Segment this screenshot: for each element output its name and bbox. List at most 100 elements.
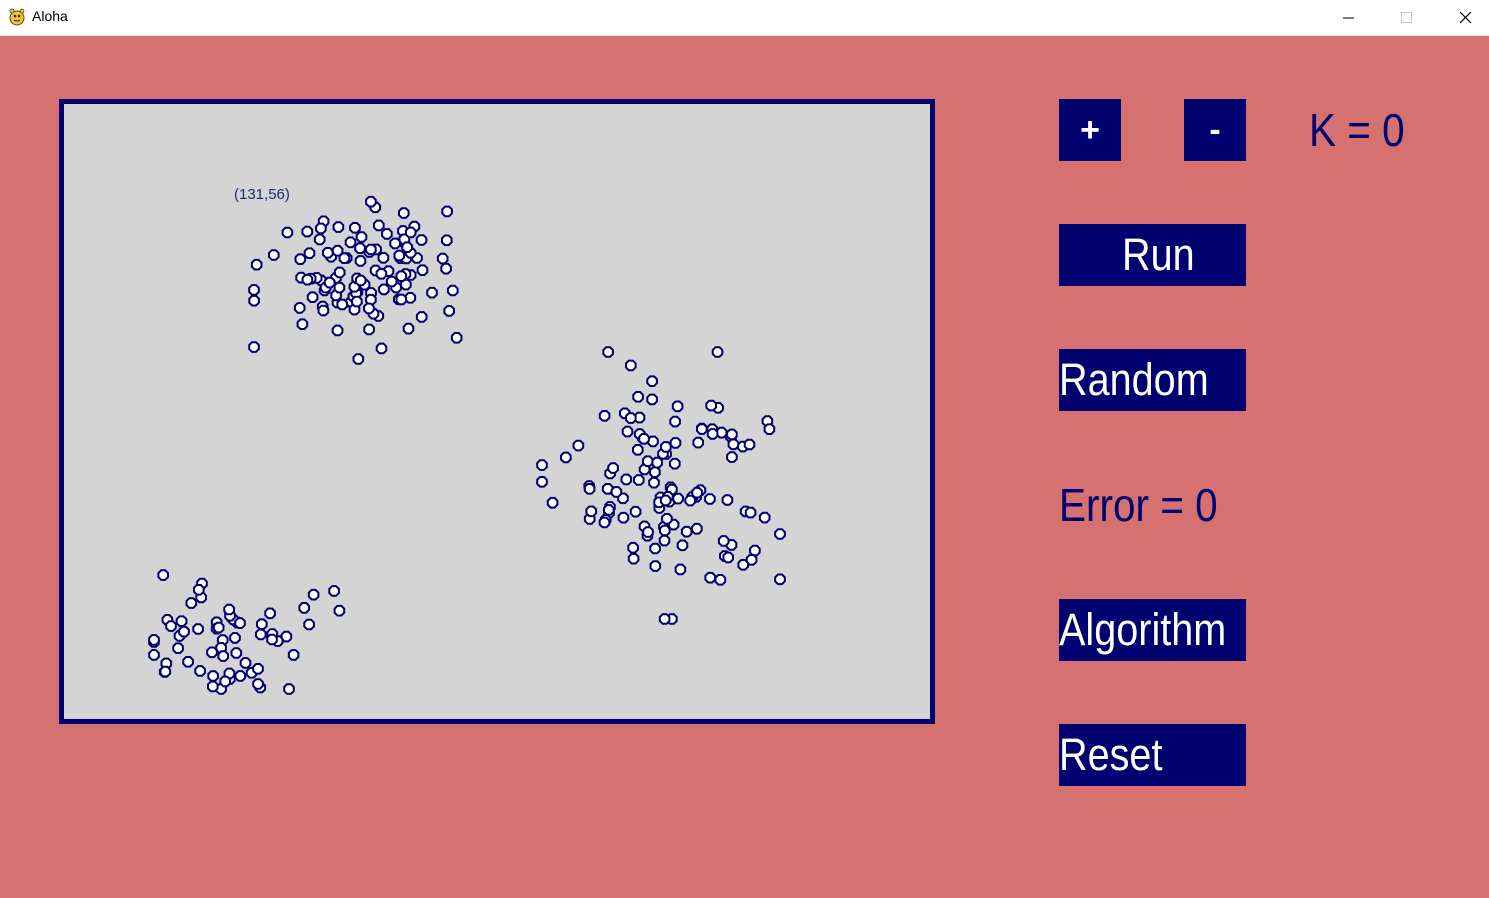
data-point (726, 428, 738, 441)
data-point (377, 252, 390, 264)
data-point (404, 226, 417, 239)
data-point (315, 222, 327, 235)
increase-k-button[interactable]: + (1059, 99, 1121, 161)
data-point (415, 234, 428, 246)
data-point (402, 322, 415, 335)
run-button-label: Run (1122, 229, 1195, 280)
reset-button[interactable]: Reset (1059, 724, 1246, 786)
data-point (294, 253, 307, 265)
maximize-button[interactable] (1378, 0, 1436, 35)
data-point (705, 399, 717, 412)
data-point (229, 632, 241, 644)
data-point (621, 425, 634, 438)
data-point (721, 494, 734, 506)
data-point (441, 234, 453, 247)
k-value-label: K = 0 (1309, 104, 1405, 156)
data-point (182, 656, 194, 668)
data-point (212, 621, 225, 634)
data-point (441, 205, 453, 218)
points-layer (148, 195, 786, 695)
data-point (333, 266, 346, 279)
algorithm-button[interactable]: Algorithm (1059, 599, 1246, 661)
data-point (717, 535, 730, 547)
data-point (389, 237, 401, 250)
data-point (450, 332, 463, 344)
data-point (250, 258, 263, 271)
data-point (722, 551, 734, 564)
random-button[interactable]: Random (1059, 349, 1246, 411)
data-point (223, 603, 235, 616)
data-point (351, 295, 363, 308)
data-point (625, 412, 637, 424)
data-point (298, 602, 310, 614)
data-point (355, 231, 368, 243)
data-point (583, 483, 596, 495)
data-point (207, 670, 219, 682)
data-point (301, 225, 314, 238)
data-point (610, 486, 623, 498)
data-point (344, 236, 357, 249)
data-point (323, 276, 336, 289)
data-point (691, 522, 703, 535)
data-point (601, 483, 614, 495)
data-point (385, 275, 398, 288)
plot-canvas[interactable]: (131,56) (59, 99, 935, 724)
data-point (159, 665, 172, 678)
data-point (646, 375, 658, 387)
data-point (157, 569, 169, 581)
data-point (354, 242, 366, 254)
data-point (726, 451, 738, 463)
run-button[interactable]: Run (1059, 224, 1246, 286)
data-point (598, 516, 611, 529)
data-point (660, 441, 672, 453)
data-point (373, 219, 385, 232)
data-point (206, 646, 218, 659)
data-point (649, 560, 662, 572)
data-point (620, 473, 633, 486)
data-point (560, 451, 572, 464)
data-point (671, 400, 684, 413)
minimize-button[interactable] (1320, 0, 1378, 35)
data-point (692, 436, 704, 449)
data-point (642, 455, 654, 467)
data-point (603, 504, 615, 516)
data-point (672, 492, 684, 505)
data-point (658, 613, 671, 625)
data-point (193, 584, 205, 596)
data-point (333, 281, 346, 294)
data-point (303, 618, 315, 631)
data-point (758, 511, 771, 524)
data-point (572, 439, 585, 452)
data-point (328, 585, 340, 597)
data-point (774, 528, 786, 540)
data-point (363, 302, 375, 315)
close-button[interactable] (1437, 0, 1489, 35)
data-point (638, 433, 650, 445)
data-point (148, 649, 160, 661)
data-point (248, 341, 260, 353)
data-point (266, 633, 278, 646)
hover-coordinate-label: (131,56) (234, 186, 290, 203)
data-point (239, 657, 252, 669)
data-point (763, 423, 776, 435)
data-point (426, 286, 438, 299)
data-point (395, 270, 408, 282)
data-point (632, 391, 644, 403)
data-point (440, 262, 452, 275)
data-point (303, 247, 316, 259)
data-point (175, 615, 188, 627)
data-point (727, 438, 740, 451)
decrease-k-button[interactable]: - (1184, 99, 1246, 161)
data-point (378, 283, 390, 296)
data-point (194, 665, 206, 677)
data-point (381, 228, 393, 240)
data-point (598, 410, 611, 422)
data-point (691, 486, 703, 499)
data-point (669, 437, 682, 449)
error-value-label: Error = 0 (1059, 479, 1218, 531)
data-point (646, 393, 658, 406)
data-point (676, 539, 689, 552)
data-point (333, 604, 346, 617)
data-point (443, 305, 455, 317)
data-point (617, 511, 630, 524)
